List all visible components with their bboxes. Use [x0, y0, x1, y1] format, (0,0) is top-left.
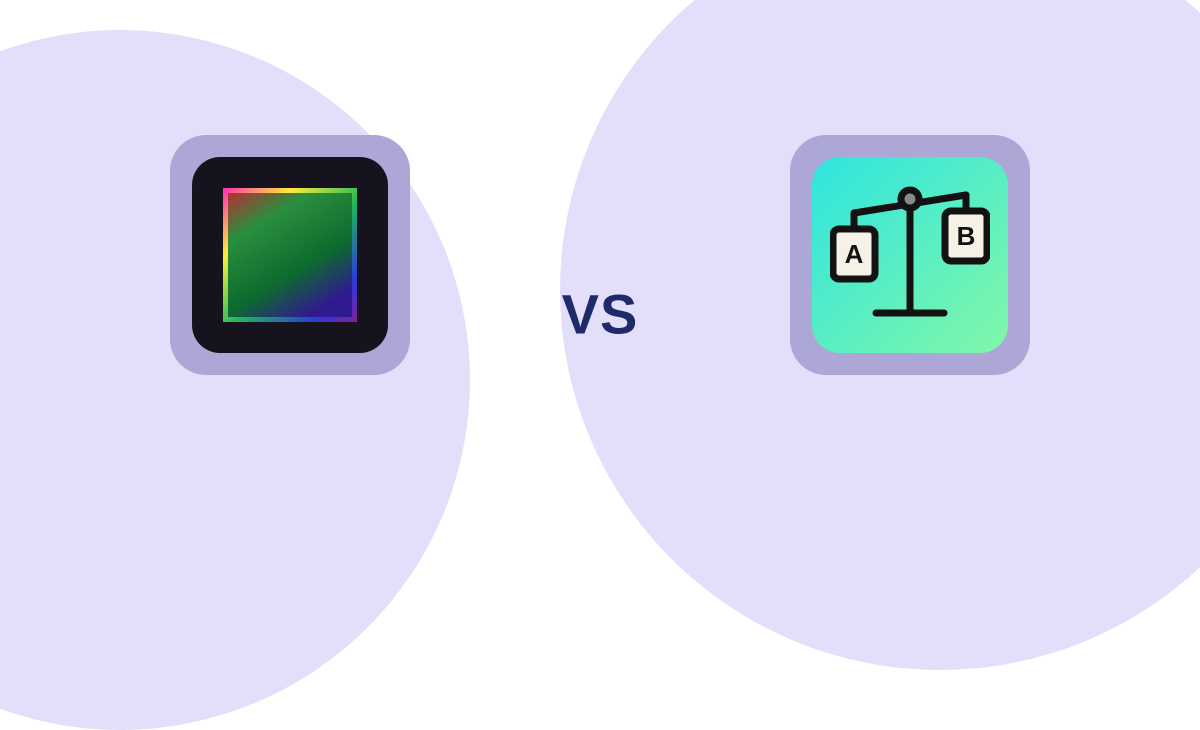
svg-text:A: A [845, 239, 864, 269]
left-app-icon [192, 157, 388, 353]
right-app-icon: AB [812, 157, 1008, 353]
svg-text:B: B [957, 221, 976, 251]
vs-label: VS [562, 282, 639, 347]
left-app-card [170, 135, 410, 375]
right-app-card: AB [790, 135, 1030, 375]
ab-scale-icon: AB [830, 175, 990, 335]
rainbow-grid-icon [223, 188, 357, 322]
